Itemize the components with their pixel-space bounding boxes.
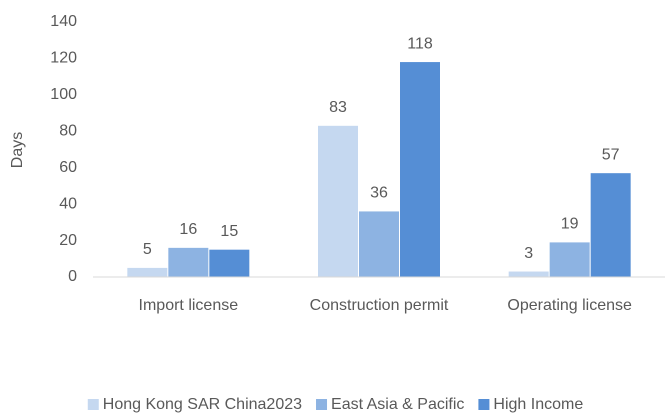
x-tick-label: Import license bbox=[139, 297, 239, 314]
legend-swatch bbox=[87, 399, 99, 410]
bar bbox=[318, 125, 358, 277]
y-tick-label: 40 bbox=[59, 195, 77, 212]
y-tick-label: 20 bbox=[59, 232, 77, 249]
legend-item: High Income bbox=[478, 396, 583, 413]
bar bbox=[168, 247, 209, 277]
data-label: 16 bbox=[179, 221, 197, 238]
data-label: 3 bbox=[524, 245, 533, 262]
legend-swatch bbox=[478, 399, 490, 410]
y-tick-label: 0 bbox=[68, 268, 77, 285]
x-tick-label: Operating license bbox=[507, 297, 632, 314]
legend-label: High Income bbox=[493, 396, 583, 413]
data-label: 118 bbox=[407, 35, 433, 52]
bar bbox=[400, 62, 440, 278]
y-tick-label: 60 bbox=[59, 159, 77, 176]
legend-item: Hong Kong SAR China2023 bbox=[87, 396, 302, 413]
legend-swatch bbox=[316, 399, 328, 410]
x-tick-label: Construction permit bbox=[310, 297, 449, 314]
data-label: 19 bbox=[561, 216, 579, 233]
bar bbox=[127, 267, 168, 277]
data-label: 57 bbox=[602, 146, 620, 163]
data-label: 5 bbox=[143, 241, 152, 258]
legend-label: Hong Kong SAR China2023 bbox=[103, 396, 302, 413]
data-label: 36 bbox=[370, 185, 388, 202]
bar bbox=[209, 249, 250, 277]
bar bbox=[590, 173, 631, 277]
legend-item: East Asia & Pacific bbox=[316, 396, 464, 413]
data-label: 15 bbox=[220, 223, 238, 240]
y-tick-label: 120 bbox=[50, 50, 77, 67]
bar bbox=[549, 242, 590, 277]
y-axis-label: Days bbox=[9, 132, 26, 168]
y-tick-label: 140 bbox=[50, 13, 77, 30]
legend-label: East Asia & Pacific bbox=[331, 396, 464, 413]
bar bbox=[508, 271, 549, 277]
data-label: 83 bbox=[329, 99, 347, 116]
bar bbox=[359, 211, 399, 277]
y-tick-label: 80 bbox=[59, 123, 77, 140]
y-tick-label: 100 bbox=[50, 86, 77, 103]
